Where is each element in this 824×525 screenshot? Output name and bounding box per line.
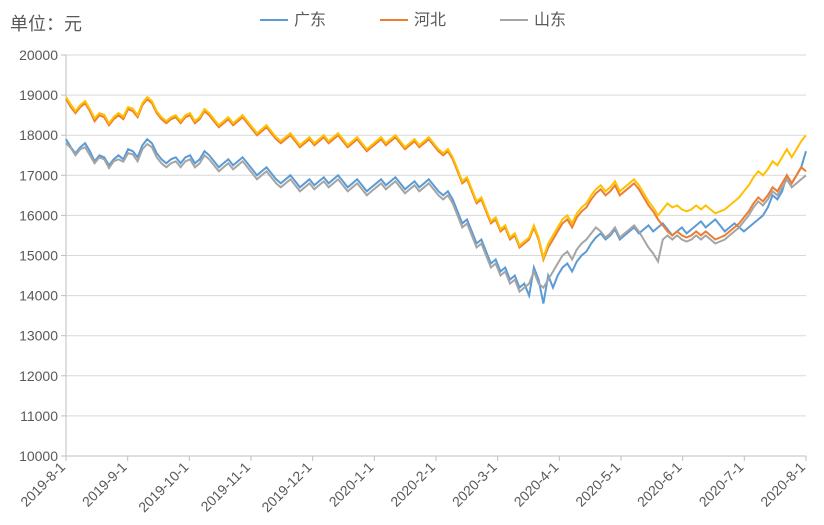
legend-label: 山东: [534, 11, 566, 29]
y-tick-label: 14000: [19, 288, 58, 304]
x-tick-label: 2020-4-1: [511, 459, 562, 510]
legend-label: 河北: [414, 11, 446, 29]
y-tick-label: 16000: [19, 207, 58, 223]
x-tick-label: 2020-1-1: [326, 459, 377, 510]
x-tick-label: 2020-6-1: [634, 459, 685, 510]
x-tick-label: 2019-10-1: [135, 459, 192, 516]
x-tick-label: 2019-8-1: [17, 459, 68, 510]
x-tick-label: 2019-9-1: [79, 459, 130, 510]
x-tick-label: 2020-5-1: [572, 459, 623, 510]
x-tick-label: 2020-8-1: [757, 459, 808, 510]
x-tick-label: 2020-2-1: [387, 459, 438, 510]
unit-label: 单位：元: [10, 14, 82, 34]
y-tick-label: 19000: [19, 87, 58, 103]
y-tick-label: 17000: [19, 167, 58, 183]
x-tick-label: 2020-7-1: [696, 459, 747, 510]
series-山东: [66, 143, 806, 291]
y-tick-label: 12000: [19, 368, 58, 384]
x-tick-label: 2019-11-1: [197, 459, 253, 515]
line-chart: 10000 11000 12000 13000 14000 15000 16000 17000…: [0, 0, 824, 525]
y-tick-label: 11000: [20, 408, 58, 424]
y-tick-label: 15000: [19, 248, 58, 264]
y-tick-label: 20000: [19, 47, 58, 63]
y-tick-label: 10000: [19, 448, 58, 464]
y-tick-label: 18000: [19, 127, 58, 143]
legend-label: 广东: [294, 11, 326, 29]
x-tick-label: 2020-3-1: [449, 459, 500, 510]
chart-container: 10000 11000 12000 13000 14000 15000 16000 17000…: [0, 0, 824, 525]
x-tick-label: 2019-12-1: [258, 459, 315, 516]
y-tick-label: 13000: [19, 328, 58, 344]
